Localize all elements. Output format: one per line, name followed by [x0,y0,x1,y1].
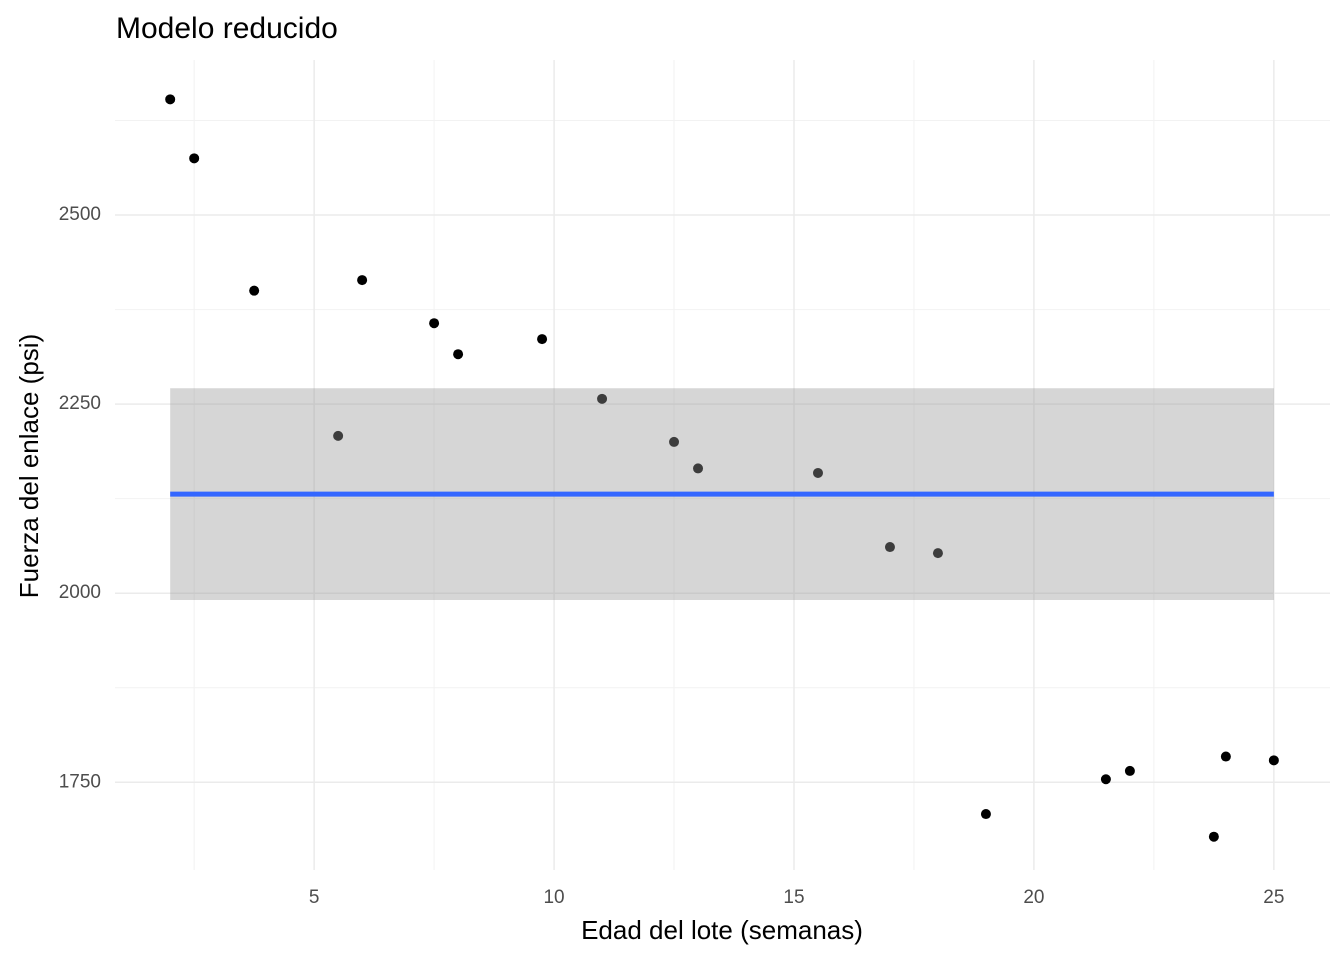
point [333,430,344,441]
x-tick-label: 10 [543,887,564,908]
point [669,436,680,447]
point [1220,751,1231,762]
point [1124,765,1135,776]
y-tick-label: 2250 [59,393,101,414]
point [884,542,895,553]
point [357,275,368,286]
y-tick-label: 1750 [59,771,101,792]
point [1100,774,1111,785]
point [249,285,260,296]
point [537,334,548,345]
point [812,467,823,478]
y-axis-title: Fuerza del enlace (psi) [14,334,44,598]
y-tick-label: 2500 [59,204,101,225]
x-tick-label: 5 [309,887,320,908]
point [693,463,704,474]
x-tick-label: 20 [1023,887,1044,908]
x-axis-title: Edad del lote (semanas) [581,915,863,945]
x-tick-label: 25 [1263,887,1284,908]
point [453,349,464,360]
point [1208,831,1219,842]
x-tick-label: 15 [783,887,804,908]
point [429,318,440,329]
point [932,548,943,559]
point [980,809,991,820]
point [597,393,608,404]
chart-title: Modelo reducido [116,12,338,45]
point [165,94,176,105]
point [189,153,200,164]
y-tick-label: 2000 [59,582,101,603]
point [1268,755,1279,766]
